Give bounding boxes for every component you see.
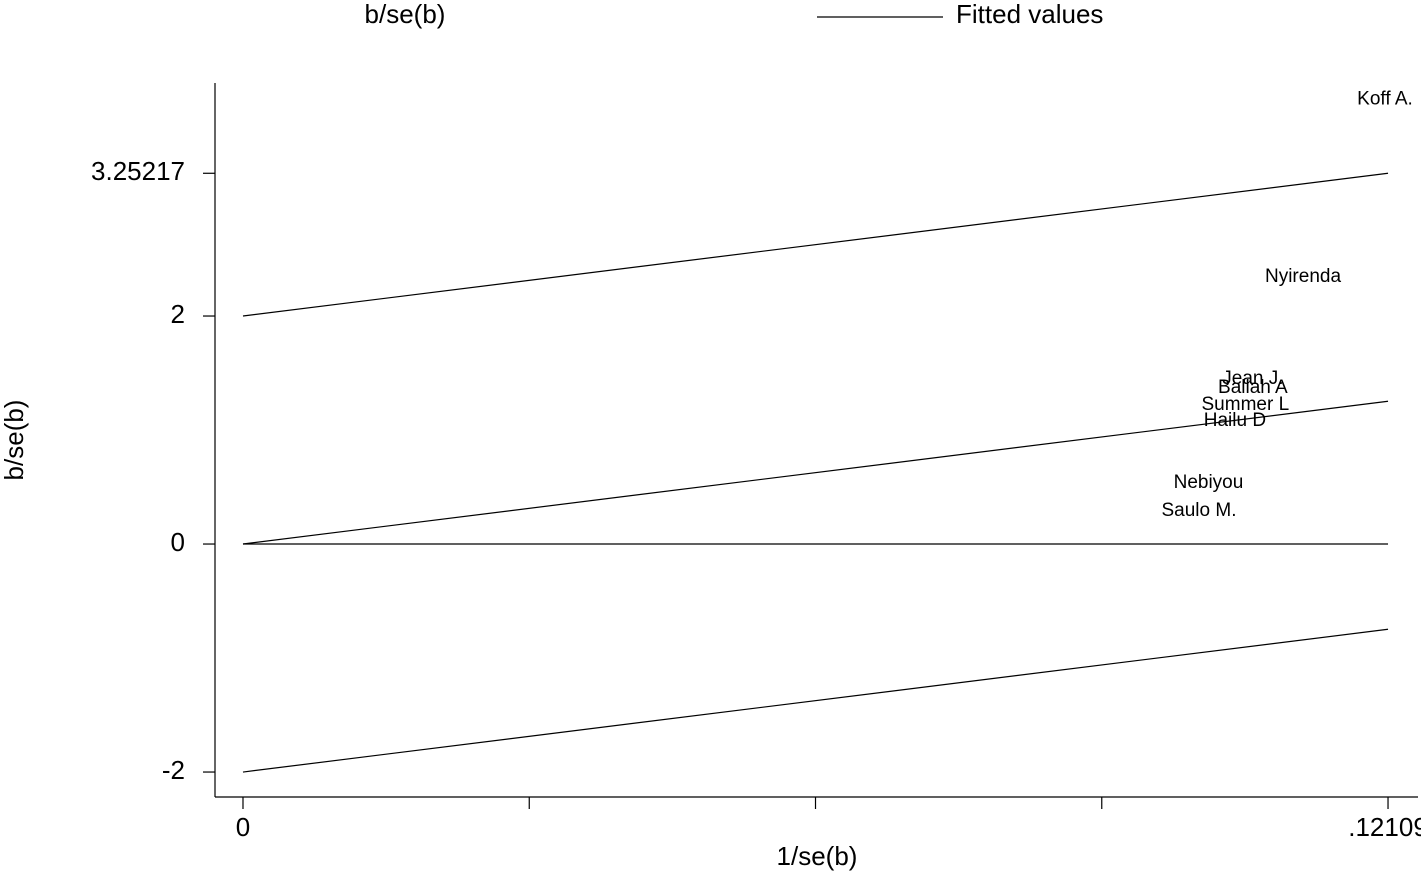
fitted-line [242,400,1389,545]
point-label: Nyirenda [1265,266,1341,287]
point-label: Nebiyou [1174,472,1244,493]
y-axis-title: b/se(b) [0,400,29,481]
point-label: Summer L [1202,394,1290,415]
y-tick-label: 2 [171,299,185,329]
legend-label: Fitted values [956,0,1103,29]
point-label: Ballah A [1218,377,1288,398]
point-label: Koff A. [1357,88,1413,109]
point-label: Hailu D [1204,410,1266,431]
x-axis-title: 1/se(b) [777,841,858,871]
confidence-bound [242,172,1389,317]
legend-label: b/se(b) [365,0,446,29]
x-tick-label: .12109 [1348,812,1421,842]
y-tick-label: 0 [171,527,185,557]
point-label: Saulo M. [1162,500,1237,521]
confidence-bound [242,628,1389,773]
y-tick-label: 3.25217 [91,156,185,186]
x-tick-label: 0 [236,812,250,842]
y-tick-label: -2 [162,755,185,785]
point-label: Jean J. [1222,368,1283,389]
